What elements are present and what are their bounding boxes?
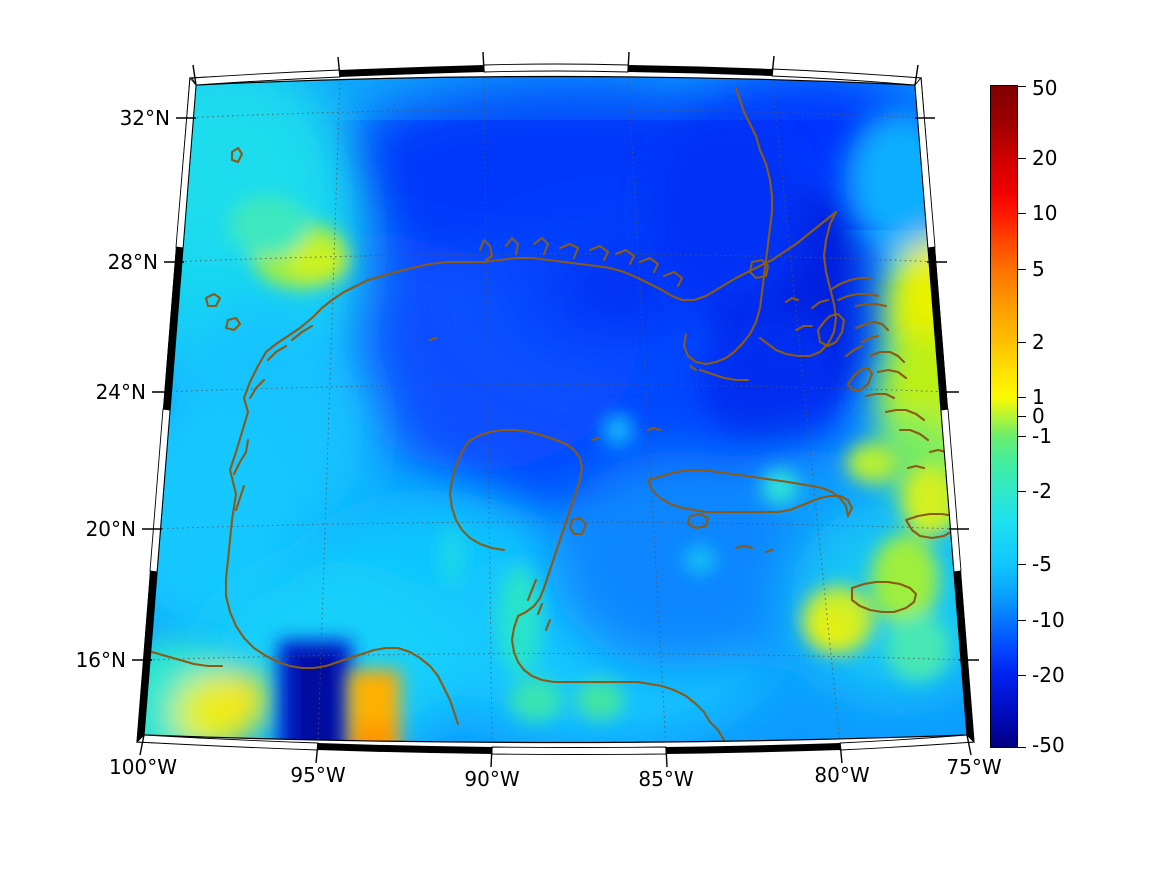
colorbar-label-20: 20 xyxy=(1032,146,1058,170)
lat-tick-label-16n: 16°N xyxy=(75,648,126,672)
colorbar-label-m20: -20 xyxy=(1032,663,1065,687)
colorbar-tick-m20 xyxy=(1018,675,1026,676)
colorbar-label-m2: -2 xyxy=(1032,479,1052,503)
colorbar-label-m1: -1 xyxy=(1032,424,1052,448)
colorbar-tick-50 xyxy=(1018,86,1026,87)
lon-tick-label-95w: 95°W xyxy=(290,763,346,787)
lat-tick-label-32n: 32°N xyxy=(119,106,170,130)
colorbar-label-0: 0 xyxy=(1032,404,1045,428)
colorbar: 50 20 10 5 2 1 0 -1 -2 -5 -10 -20 -50 xyxy=(990,78,1065,755)
lon-tick-label-80w: 80°W xyxy=(814,763,870,787)
colorbar-label-10: 10 xyxy=(1032,201,1058,225)
colorbar-tick-20 xyxy=(1018,158,1026,159)
colorbar-label-5: 5 xyxy=(1032,257,1045,281)
colorbar-gradient xyxy=(990,85,1018,748)
colorbar-label-1: 1 xyxy=(1032,385,1045,409)
colorbar-tick-0 xyxy=(1018,416,1026,417)
colorbar-tick-m5 xyxy=(1018,564,1026,565)
frame-stripes-top xyxy=(191,63,922,86)
colorbar-label-m50: -50 xyxy=(1032,733,1065,757)
scalar-field xyxy=(144,76,967,743)
colorbar-label-m5: -5 xyxy=(1032,552,1052,576)
colorbar-tick-m2 xyxy=(1018,491,1026,492)
lat-tick-label-20n: 20°N xyxy=(85,517,136,541)
lon-tick-label-85w: 85°W xyxy=(638,767,694,791)
colorbar-tick-2 xyxy=(1018,342,1026,343)
colorbar-label-50: 50 xyxy=(1032,76,1058,100)
colorbar-tick-m50 xyxy=(1018,747,1026,748)
colorbar-label-m10: -10 xyxy=(1032,608,1065,632)
lat-tick-label-28n: 28°N xyxy=(107,250,158,274)
colorbar-tick-5 xyxy=(1018,269,1026,270)
lat-tick-label-24n: 24°N xyxy=(95,380,146,404)
tick-marks xyxy=(132,51,979,768)
lon-tick-label-100w: 100°W xyxy=(109,755,177,779)
frame-stripes-left xyxy=(137,76,197,742)
colorbar-tick-m10 xyxy=(1018,620,1026,621)
colorbar-label-2: 2 xyxy=(1032,330,1045,354)
colorbar-tick-m1 xyxy=(1018,436,1026,437)
colorbar-tick-10 xyxy=(1018,213,1026,214)
coastlines xyxy=(150,86,956,742)
lon-tick-label-75w: 75°W xyxy=(946,755,1002,779)
colorbar-tick-1 xyxy=(1018,397,1026,398)
frame-stripes-right xyxy=(914,76,974,742)
lon-tick-label-90w: 90°W xyxy=(464,767,520,791)
